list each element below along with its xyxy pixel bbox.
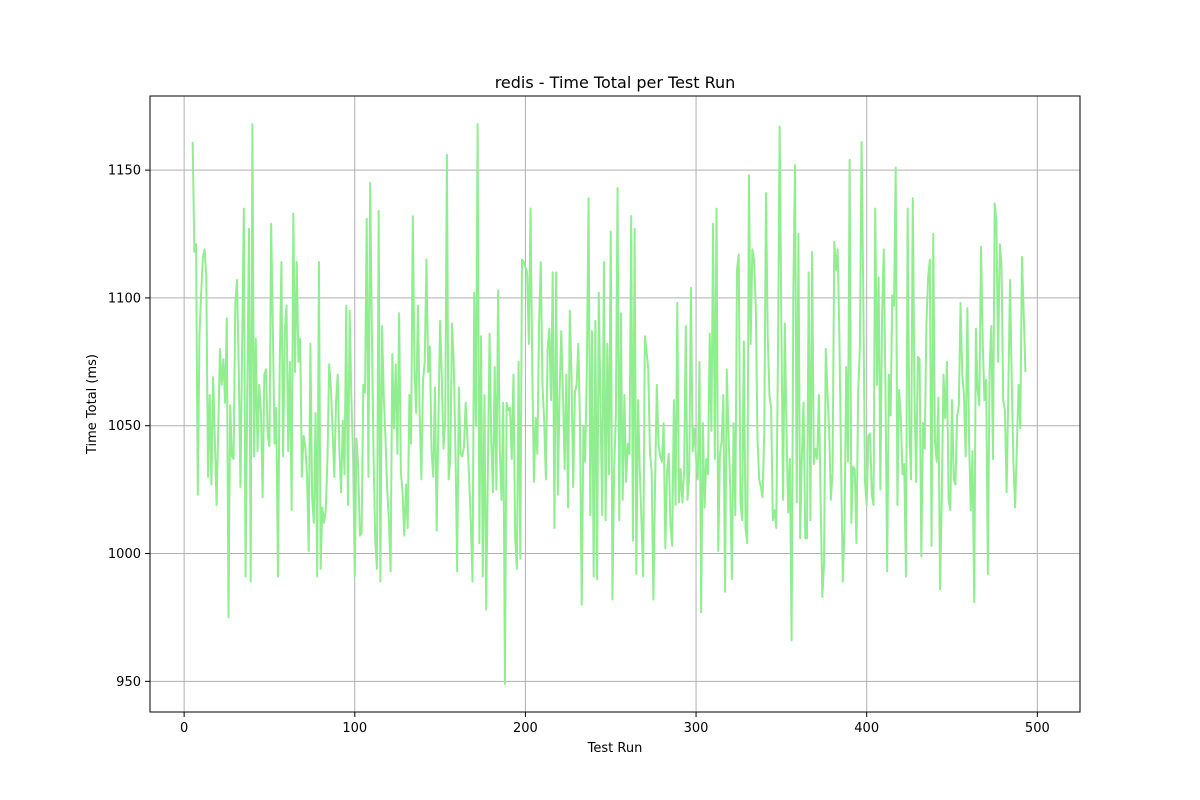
x-axis-label: Test Run — [587, 741, 643, 756]
y-tick-label: 1150 — [108, 164, 141, 179]
y-tick-label: 950 — [116, 675, 141, 690]
plot-area-frame — [149, 95, 1081, 713]
y-tick-label: 1100 — [108, 291, 141, 306]
x-tick-label: 300 — [684, 721, 709, 736]
y-tick-label: 1050 — [108, 419, 141, 434]
series-layer — [191, 123, 1027, 685]
chart-title: redis - Time Total per Test Run — [495, 73, 736, 92]
x-tick-label: 0 — [180, 721, 188, 736]
y-axis-label: Time Total (ms) — [85, 354, 100, 455]
grid-lines — [150, 96, 1080, 712]
y-tick-label: 1000 — [108, 547, 141, 562]
x-tick-label: 500 — [1025, 721, 1050, 736]
x-tick-label: 200 — [513, 721, 538, 736]
series-line — [191, 123, 1027, 685]
x-tick-label: 400 — [854, 721, 879, 736]
x-tick-label: 100 — [342, 721, 367, 736]
axis-ticks: 0 100 200 300 400 500 950 1000 1050 1100 1150 — [108, 164, 1050, 736]
